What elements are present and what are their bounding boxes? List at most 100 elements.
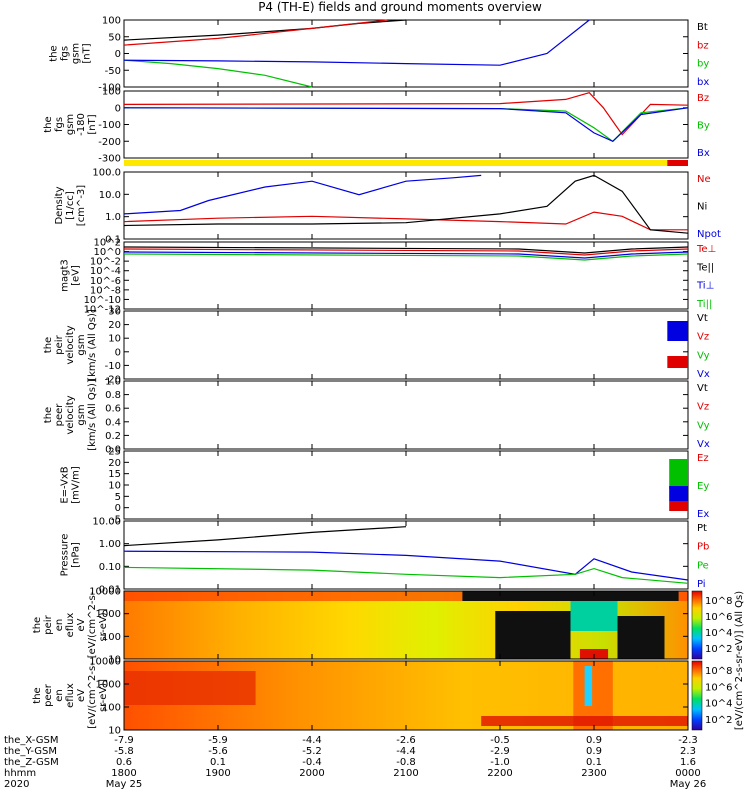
footer-row-label: 2020 [4,779,29,790]
series-pressure-Pt [123,526,407,547]
legend-pressure-0: Pt [697,523,707,534]
legend-density-0: Ne [697,174,711,185]
footer-value: -4.4 [302,735,322,746]
colorbar-label: [eV/(cm^2-s-sr-eV)] (All Qs) [734,591,745,730]
y-axis-label-peer-spec: the peer en eflux eV [eV/(cm^2-s-sr-eV)] [32,662,109,729]
y-axis-label-line: [nT] [87,114,98,134]
y-axis-label-peir-velocity: the peir velocity gsm [km/s (All Qs)] [43,309,98,381]
footer-value: -2.3 [678,735,698,746]
series-fgs-zoom-bz [123,19,388,46]
y-axis-label-line: en [54,689,65,702]
series-pressure-Pi [123,550,689,581]
legend-fgs-full-0: Bz [697,93,709,104]
legend-density-1: Ni [697,202,707,213]
footer-value: 1.6 [680,757,696,768]
colorbar-tick: 10^4 [705,699,732,710]
legend-fgs-full-2: Bx [697,148,710,159]
footer-value: 1900 [205,768,230,779]
y-axis-label-line: the [43,116,54,132]
footer-value: 0.9 [586,735,602,746]
legend-peer-velocity-1: Vz [697,402,709,413]
legend-peer-velocity-2: Vy [697,420,710,431]
legend-peir-velocity-0: Vt [697,313,708,324]
spectrogram-hot [481,716,688,726]
y-axis-label-line: [km/s (All Qs)] [87,309,98,381]
legend-peir-velocity-1: Vz [697,332,709,343]
footer-value: -5.2 [302,746,322,757]
footer-value: 2000 [299,768,324,779]
footer-value: -0.5 [490,735,510,746]
chart-title: P4 (TH-E) fields and ground moments over… [258,0,542,14]
y-axis-label-line: peer [43,683,54,707]
legend-fgs-full-1: By [697,121,710,132]
footer-value: 0.9 [586,746,602,757]
footer-value: -5.9 [208,735,228,746]
legend-fgs-zoom-2: by [697,59,709,70]
y-tick-label: -300 [98,154,121,165]
y-axis-label-line: peer [54,403,65,427]
time-axis-footer: the_X-GSMthe_Y-GSMthe_Z-GSMhhmm2020-7.9-… [4,735,706,790]
y-axis-label-line: [1/cc] [65,191,76,220]
y-tick-label: 10^0 [94,247,121,258]
spectrogram-column [584,666,593,706]
y-axis-label-line: [eV/(cm^2-s- [87,662,98,729]
y-axis-label-line: [eV] [71,265,82,286]
y-tick-label: 50 [108,32,121,43]
y-axis-label-efield: E=-VxB [mV/m] [60,466,82,504]
colorbar-tick: 10^8 [705,596,732,607]
y-tick-label: 20 [108,458,121,469]
colorbar-tick: 10^6 [705,682,732,693]
y-tick-label: 0.8 [105,390,121,401]
footer-value: -5.8 [114,746,134,757]
legend-temperature-2: Ti⊥ [696,281,714,292]
efield-burst [669,501,688,511]
y-axis-label-line: Density [54,186,65,224]
footer-value: -0.8 [396,757,416,768]
y-tick-label: 1.0 [105,377,121,388]
spectrogram-dropout [462,591,679,601]
y-axis-label-peir-spec: the peir en eflux eV [eV/(cm^2-s-sr-eV)] [32,591,109,658]
y-axis-label-line: fgs [60,46,71,61]
footer-value: -2.6 [396,735,416,746]
status-bar [124,160,688,166]
y-tick-label: 100 [102,703,121,714]
y-axis-label-line: the [32,687,43,703]
temperature-trace [123,248,689,256]
footer-value: 2300 [581,768,606,779]
legend-fgs-zoom-0: Bt [697,22,708,33]
colorbar-tick: 10^2 [705,644,732,655]
y-tick-label: 10 [108,655,121,666]
colorbar-label-group: [eV/(cm^2-s-sr-eV)] (All Qs) [734,591,745,730]
colorbar [691,590,703,660]
legend-efield-0: Ez [697,453,709,464]
y-axis-label-line: Pressure [60,534,71,577]
temperature-trace [123,253,689,261]
y-tick-label: 100 [102,632,121,643]
spectrogram-dropout [495,611,571,659]
footer-value: -5.6 [208,746,228,757]
efield-burst [669,459,688,489]
y-axis-label-line: [nT] [82,43,93,63]
y-tick-label: 10^-10 [84,295,121,306]
legend-temperature-1: Te|| [696,262,714,273]
series-fgs-full-Bx [123,107,689,143]
y-tick-label: 25 [108,447,121,458]
y-tick-label: 10^2 [94,238,121,249]
y-tick-label: 0 [115,347,121,358]
y-tick-label: -100 [98,83,121,94]
y-tick-label: 0 [115,49,121,60]
y-tick-label: -100 [98,120,121,131]
spectrogram-band [124,671,256,705]
footer-value: 0.1 [586,757,602,768]
y-axis-label-line: gsm [76,404,87,425]
y-tick-label: 10000 [89,657,121,668]
y-tick-label: 15 [108,469,121,480]
y-axis-label-line: E=-VxB [60,466,71,503]
panel-frame-density [123,171,689,240]
y-axis-label-line: the [32,617,43,633]
legend-pressure-1: Pb [697,542,709,553]
y-axis-label-temperature: magt3 [eV] [60,259,82,292]
y-tick-label: 20 [108,320,121,331]
y-tick-label: 10000 [89,587,121,598]
series-fgs-zoom-bx [123,19,590,66]
